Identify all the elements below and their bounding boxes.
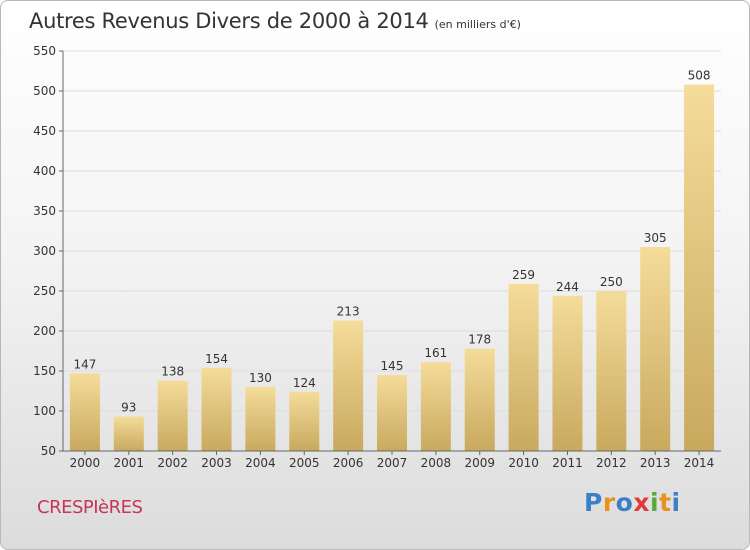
x-tick-label: 2010 xyxy=(508,456,539,470)
x-tick-label: 2003 xyxy=(201,456,232,470)
bar xyxy=(464,348,495,451)
y-tick-label: 50 xyxy=(41,444,56,458)
x-tick-label: 2001 xyxy=(114,456,145,470)
y-tick-label: 150 xyxy=(33,364,56,378)
data-label: 508 xyxy=(688,69,711,83)
x-tick-label: 2013 xyxy=(640,456,671,470)
x-tick-label: 2009 xyxy=(464,456,495,470)
chart-title: Autres Revenus Divers de 2000 à 2014 (en … xyxy=(29,9,521,33)
y-tick-label: 450 xyxy=(33,124,56,138)
data-label: 178 xyxy=(468,333,491,347)
bar xyxy=(508,283,539,451)
data-label: 138 xyxy=(161,365,184,379)
x-tick-label: 2012 xyxy=(596,456,627,470)
logo-letter: o xyxy=(615,488,634,517)
x-tick-label: 2005 xyxy=(289,456,320,470)
bar xyxy=(333,320,364,451)
data-label: 147 xyxy=(73,357,96,371)
x-tick-label: 2002 xyxy=(157,456,188,470)
tick-labels: 50 100 150 200 250 300 350 400 450 500 550 2000 2001… xyxy=(33,44,714,470)
x-tick-label: 2006 xyxy=(333,456,364,470)
logo-letter: i xyxy=(671,488,681,517)
data-label: 161 xyxy=(424,346,447,360)
y-tick-label: 550 xyxy=(33,44,56,58)
logo-letter: x xyxy=(633,488,650,517)
data-label: 93 xyxy=(121,401,136,415)
bar xyxy=(201,367,232,451)
bar xyxy=(552,295,583,451)
y-tick-label: 350 xyxy=(33,204,56,218)
chart-title-text: Autres Revenus Divers de 2000 à 2014 xyxy=(29,9,429,33)
logo-letter: r xyxy=(602,488,616,517)
bar xyxy=(69,373,100,451)
logo-letter: P xyxy=(584,488,603,517)
data-label: 250 xyxy=(600,275,623,289)
logo-letter: t xyxy=(659,488,672,517)
data-labels: 147 93 138 154 130 124 213 145 161 178 259 244 250 30… xyxy=(73,69,710,415)
x-tick-label: 2004 xyxy=(245,456,276,470)
logo-letter: i xyxy=(650,488,660,517)
chart-unit: (en milliers d'€) xyxy=(434,18,521,31)
bars xyxy=(69,84,715,451)
y-tick-label: 250 xyxy=(33,284,56,298)
bar xyxy=(640,247,671,451)
data-label: 259 xyxy=(512,268,535,282)
bar xyxy=(157,380,188,451)
data-label: 145 xyxy=(381,359,404,373)
y-tick-label: 200 xyxy=(33,324,56,338)
bar xyxy=(289,391,320,451)
y-tick-label: 500 xyxy=(33,84,56,98)
x-tick-label: 2008 xyxy=(421,456,452,470)
bar xyxy=(596,291,627,451)
x-tick-label: 2000 xyxy=(70,456,101,470)
y-tick-label: 400 xyxy=(33,164,56,178)
proxiti-logo: Proxiti xyxy=(584,488,681,517)
data-label: 124 xyxy=(293,376,316,390)
bar xyxy=(113,416,144,451)
bar xyxy=(245,387,276,451)
x-tick-label: 2011 xyxy=(552,456,583,470)
bar xyxy=(420,362,451,451)
bar xyxy=(684,84,715,451)
x-tick-label: 2007 xyxy=(377,456,408,470)
commune-name: CRESPIèRES xyxy=(37,497,143,518)
data-label: 130 xyxy=(249,371,272,385)
y-tick-label: 100 xyxy=(33,404,56,418)
data-label: 244 xyxy=(556,280,579,294)
data-label: 154 xyxy=(205,352,228,366)
bar xyxy=(377,375,407,451)
data-label: 305 xyxy=(644,231,667,245)
x-tick-label: 2014 xyxy=(684,456,715,470)
y-tick-label: 300 xyxy=(33,244,56,258)
data-label: 213 xyxy=(337,305,360,319)
